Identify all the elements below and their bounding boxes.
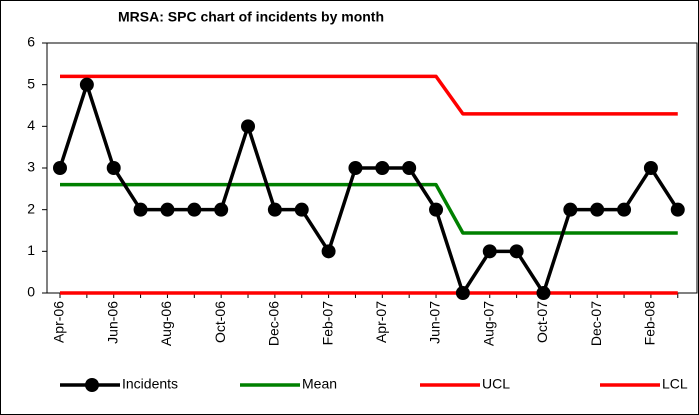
data-point [348, 161, 363, 175]
y-tick-label: 6 [27, 34, 35, 50]
y-tick-label: 3 [27, 159, 35, 175]
data-point [321, 244, 336, 259]
data-point [482, 244, 497, 259]
data-point [187, 202, 202, 217]
x-tick-label: Aug-07 [480, 301, 496, 346]
data-point [429, 202, 444, 217]
legend-label: Incidents [122, 376, 178, 392]
data-point [294, 202, 309, 217]
data-point [455, 286, 470, 300]
legend-label: LCL [662, 376, 688, 392]
x-tick-label: Aug-06 [158, 301, 174, 346]
x-tick-label: Jun-06 [104, 301, 120, 344]
data-point [106, 161, 121, 175]
series-line [60, 74, 678, 116]
x-tick-label: Feb-08 [642, 301, 658, 346]
data-point [241, 119, 256, 134]
y-tick-label: 1 [27, 242, 35, 258]
data-point [563, 202, 578, 217]
legend-label: UCL [482, 376, 510, 392]
x-tick-label: Oct-07 [534, 301, 550, 343]
x-tick-label: Oct-06 [212, 301, 228, 343]
x-tick-label: Jun-07 [427, 301, 443, 344]
data-point [214, 202, 229, 217]
y-tick-label: 4 [27, 117, 35, 133]
y-tick-label: 0 [27, 284, 35, 300]
data-point [402, 161, 417, 175]
legend-marker [85, 378, 99, 392]
data-point [133, 202, 148, 217]
x-tick-label: Dec-06 [266, 301, 282, 346]
x-tick-label: Apr-07 [373, 301, 389, 343]
y-tick-label: 2 [27, 200, 35, 216]
data-point [670, 202, 685, 217]
x-tick-label: Apr-06 [51, 301, 67, 343]
chart-title: MRSA: SPC chart of incidents by month [118, 9, 384, 25]
data-point [590, 202, 605, 217]
data-point [617, 202, 632, 217]
x-tick-label: Dec-07 [588, 301, 604, 346]
data-point [267, 202, 282, 217]
legend-label: Mean [302, 376, 337, 392]
data-point [53, 161, 67, 175]
data-point [160, 202, 175, 217]
data-point [375, 161, 390, 175]
data-point [536, 286, 551, 300]
series-line [60, 182, 678, 235]
y-tick-label: 5 [27, 75, 35, 91]
data-point [509, 244, 524, 259]
data-point [79, 77, 94, 92]
data-point [643, 161, 658, 175]
x-tick-label: Feb-07 [319, 301, 335, 346]
